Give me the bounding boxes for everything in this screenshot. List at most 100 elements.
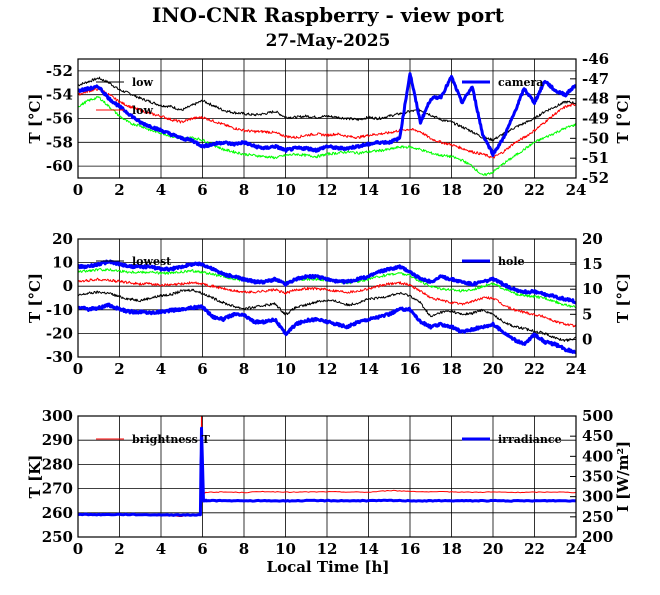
x-tick-label: 12 [317, 540, 338, 558]
x-tick-label: 14 [358, 360, 379, 378]
y-right-tick-label: 300 [582, 488, 613, 506]
y-right-tick-label: 200 [582, 528, 613, 546]
y-right-tick-label: 350 [582, 468, 613, 486]
panel-frame [77, 58, 577, 179]
y-right-tick-label: 10 [582, 280, 603, 298]
page-title: INO-CNR Raspberry - view port [152, 3, 505, 27]
x-tick-label: 0 [73, 181, 83, 199]
y-right-tick-label: 15 [582, 255, 603, 273]
panel-top: 0 2 4 6 8 10 12 14 16 18 20 22 24-52-54-56-58-60-46-… [26, 50, 632, 199]
panel-bottom: 0 2 4 6 8 10 12 14 16 18 20 22 243002902802702602505… [26, 407, 632, 558]
series-line [78, 302, 576, 354]
x-tick-label: 8 [239, 181, 249, 199]
x-tick-label: 2 [114, 181, 124, 199]
y-right-tick-label: -51 [582, 149, 609, 167]
legend-label: camera [498, 76, 543, 89]
x-tick-label: 10 [275, 360, 296, 378]
page-date: 27-May-2025 [266, 31, 391, 51]
series-line [78, 288, 576, 342]
y-right-axis-label: T [°C] [614, 93, 632, 143]
y-left-axis-label: T [°C] [26, 93, 44, 143]
legend-label: brightness T [132, 433, 211, 446]
y-right-tick-label: -48 [582, 90, 609, 108]
y-left-tick-label: -20 [46, 324, 73, 342]
y-right-tick-label: 400 [582, 447, 613, 465]
x-tick-label: 8 [239, 540, 249, 558]
x-tick-label: 10 [275, 181, 296, 199]
panel-middle: 0 2 4 6 8 10 12 14 16 18 20 22 2420100-10-20-3020151… [26, 230, 632, 378]
x-tick-label: 20 [483, 360, 504, 378]
y-left-tick-label: -56 [46, 110, 73, 128]
x-tick-label: 12 [317, 360, 338, 378]
x-tick-label: 4 [156, 540, 166, 558]
y-left-tick-label: -52 [46, 62, 73, 80]
y-left-tick-label: 260 [42, 504, 73, 522]
x-tick-label: 18 [441, 181, 462, 199]
y-right-tick-label: 500 [582, 407, 613, 425]
series-group [78, 72, 576, 176]
y-right-tick-label: 450 [582, 427, 613, 445]
y-left-tick-label: 270 [42, 480, 73, 498]
x-tick-label: 18 [441, 540, 462, 558]
panels: 0 2 4 6 8 10 12 14 16 18 20 22 24-52-54-56-58-60-46-… [26, 50, 632, 558]
x-tick-label: 24 [566, 360, 587, 378]
x-tick-label: 8 [239, 360, 249, 378]
y-left-tick-label: 10 [52, 254, 73, 272]
y-left-tick-label: 250 [42, 528, 73, 546]
y-right-tick-label: -46 [582, 50, 609, 68]
y-left-tick-label: 290 [42, 431, 73, 449]
y-right-tick-label: 20 [582, 230, 603, 248]
y-right-axis-label: I [W/m²] [614, 441, 632, 512]
legend-label: low [132, 104, 154, 117]
x-tick-label: 6 [197, 360, 207, 378]
series-group [78, 259, 576, 354]
legend-label: lowest [132, 255, 172, 268]
x-tick-label: 16 [400, 360, 421, 378]
x-tick-label: 24 [566, 540, 587, 558]
x-tick-label: 14 [358, 181, 379, 199]
x-tick-label: 22 [524, 181, 545, 199]
x-tick-label: 0 [73, 540, 83, 558]
series-line [78, 76, 576, 142]
y-left-tick-label: -58 [46, 133, 73, 151]
x-tick-label: 12 [317, 181, 338, 199]
panel-frame [77, 415, 577, 538]
y-left-axis-label: T [K] [26, 455, 44, 499]
series-line [78, 96, 576, 176]
x-tick-label: 20 [483, 181, 504, 199]
series-line [78, 426, 576, 517]
x-tick-label: 18 [441, 360, 462, 378]
y-right-tick-label: 5 [582, 305, 592, 323]
y-right-axis-label: T [°C] [614, 273, 632, 323]
x-tick-label: 6 [197, 540, 207, 558]
x-tick-label: 0 [73, 360, 83, 378]
x-tick-label: 2 [114, 540, 124, 558]
y-left-axis-label: T [°C] [26, 273, 44, 323]
panel-frame [77, 238, 577, 358]
x-tick-label: 24 [566, 181, 587, 199]
series-line [78, 72, 576, 157]
x-axis-label: Local Time [h] [267, 558, 390, 576]
y-left-tick-label: -30 [46, 348, 73, 366]
y-right-tick-label: -49 [582, 110, 609, 128]
y-left-tick-label: 20 [52, 230, 73, 248]
x-tick-label: 6 [197, 181, 207, 199]
y-left-tick-label: -54 [46, 86, 73, 104]
x-tick-label: 16 [400, 540, 421, 558]
x-tick-label: 22 [524, 540, 545, 558]
y-right-tick-label: -52 [582, 169, 609, 187]
y-left-tick-label: -60 [46, 157, 73, 175]
y-right-tick-label: 250 [582, 508, 613, 526]
legend-label: hole [498, 255, 525, 268]
x-tick-label: 14 [358, 540, 379, 558]
x-tick-label: 22 [524, 360, 545, 378]
x-tick-label: 4 [156, 360, 166, 378]
x-tick-label: 16 [400, 181, 421, 199]
x-tick-label: 20 [483, 540, 504, 558]
y-right-tick-label: -47 [582, 70, 609, 88]
y-right-tick-label: -50 [582, 129, 609, 147]
series-line [78, 259, 576, 305]
x-tick-label: 2 [114, 360, 124, 378]
y-left-tick-label: -10 [46, 301, 73, 319]
